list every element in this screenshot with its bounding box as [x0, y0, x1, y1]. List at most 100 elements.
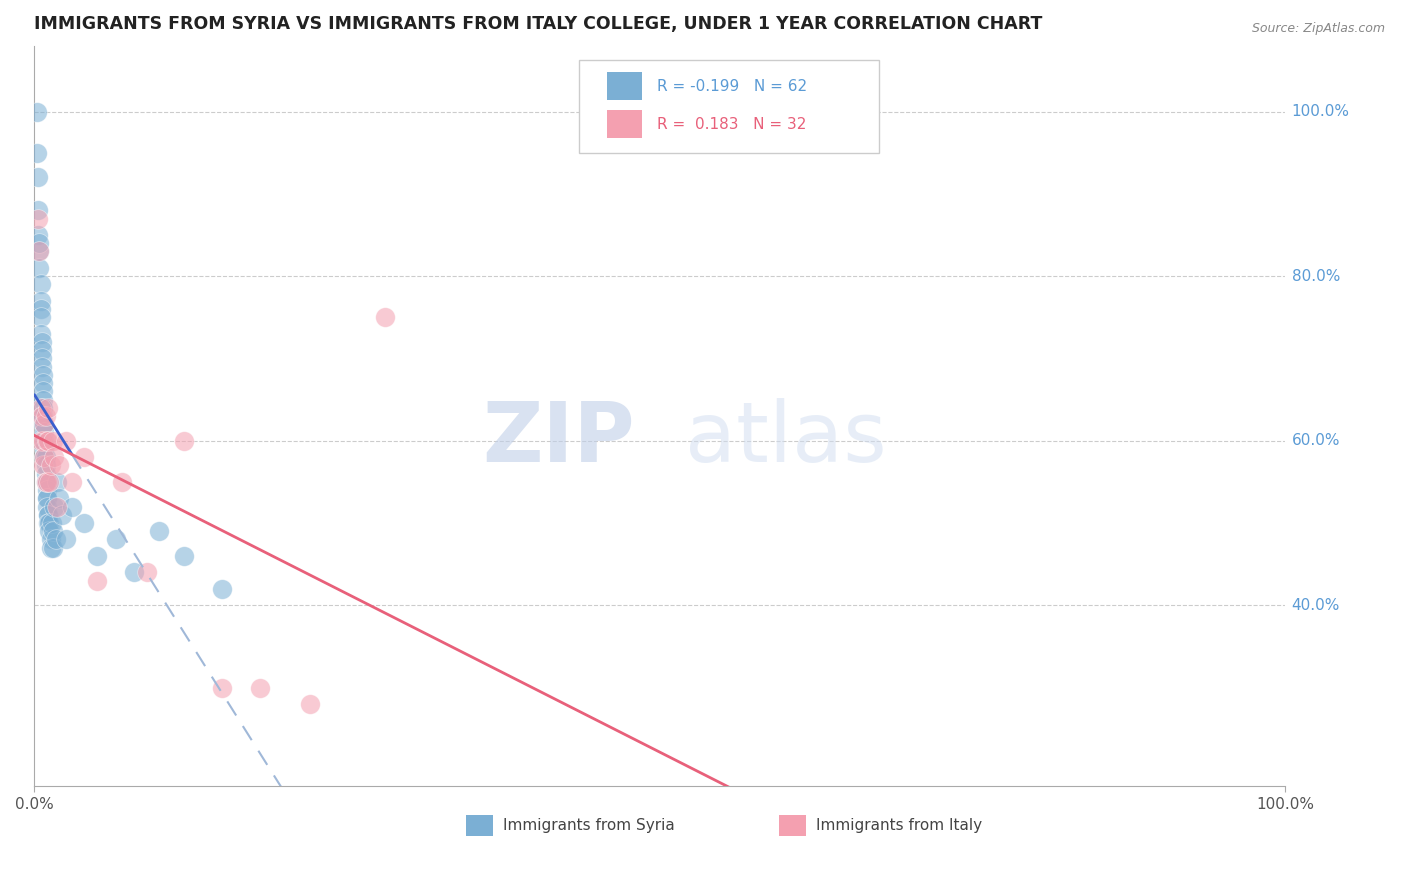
Point	[32, 401, 55, 415]
Point	[30, 434, 52, 448]
Point	[34, 475, 56, 489]
Point	[45, 533, 67, 547]
Point	[31, 343, 53, 358]
FancyBboxPatch shape	[779, 815, 806, 836]
Point	[44, 450, 66, 465]
Point	[35, 500, 58, 514]
FancyBboxPatch shape	[607, 71, 643, 100]
Point	[148, 524, 170, 539]
Point	[34, 425, 56, 440]
Point	[28, 244, 51, 259]
Point	[30, 401, 52, 415]
Point	[28, 260, 51, 275]
Point	[173, 549, 195, 563]
Point	[31, 334, 53, 349]
Point	[30, 301, 52, 316]
Point	[34, 467, 56, 481]
Point	[37, 516, 59, 530]
Point	[37, 434, 59, 448]
Point	[34, 450, 56, 465]
Point	[374, 310, 396, 325]
Point	[45, 500, 67, 514]
Point	[211, 681, 233, 695]
Point	[86, 574, 108, 588]
Point	[38, 475, 60, 489]
Text: Immigrants from Italy: Immigrants from Italy	[817, 818, 983, 833]
Point	[34, 409, 56, 423]
Point	[35, 491, 58, 506]
Point	[35, 475, 58, 489]
Point	[39, 533, 62, 547]
Text: ZIP: ZIP	[482, 398, 636, 479]
Point	[55, 533, 77, 547]
Text: atlas: atlas	[685, 398, 887, 479]
Point	[42, 524, 65, 539]
FancyBboxPatch shape	[607, 110, 643, 138]
Point	[32, 417, 55, 432]
Point	[35, 491, 58, 506]
Point	[34, 450, 56, 465]
Point	[86, 549, 108, 563]
Point	[45, 475, 67, 489]
Point	[60, 475, 83, 489]
Point	[111, 475, 134, 489]
Point	[35, 434, 58, 448]
Point	[31, 351, 53, 366]
Point	[249, 681, 271, 695]
Point	[42, 541, 65, 555]
Point	[39, 541, 62, 555]
Point	[38, 516, 60, 530]
FancyBboxPatch shape	[578, 61, 879, 153]
Point	[34, 442, 56, 456]
Point	[173, 434, 195, 448]
Text: IMMIGRANTS FROM SYRIA VS IMMIGRANTS FROM ITALY COLLEGE, UNDER 1 YEAR CORRELATION: IMMIGRANTS FROM SYRIA VS IMMIGRANTS FROM…	[34, 15, 1043, 33]
Point	[51, 508, 73, 522]
Point	[27, 203, 49, 218]
Text: R =  0.183   N = 32: R = 0.183 N = 32	[658, 118, 807, 132]
Point	[34, 475, 56, 489]
Point	[32, 368, 55, 382]
Point	[25, 104, 48, 119]
Point	[27, 170, 49, 185]
Point	[44, 500, 66, 514]
Point	[34, 417, 56, 432]
Point	[32, 458, 55, 473]
Point	[124, 566, 146, 580]
Point	[25, 145, 48, 160]
Point	[30, 293, 52, 308]
Point	[211, 582, 233, 596]
Point	[37, 508, 59, 522]
Point	[104, 533, 127, 547]
Point	[28, 236, 51, 251]
Point	[30, 310, 52, 325]
Point	[35, 475, 58, 489]
Point	[34, 458, 56, 473]
Point	[37, 401, 59, 415]
Point	[48, 491, 70, 506]
Point	[37, 508, 59, 522]
Point	[73, 516, 96, 530]
Point	[28, 244, 51, 259]
Point	[39, 458, 62, 473]
Point	[31, 409, 53, 423]
Point	[32, 384, 55, 399]
Text: Immigrants from Syria: Immigrants from Syria	[503, 818, 675, 833]
Point	[27, 227, 49, 242]
Point	[34, 434, 56, 448]
Text: 80.0%: 80.0%	[1292, 268, 1340, 284]
FancyBboxPatch shape	[465, 815, 494, 836]
Point	[32, 392, 55, 407]
Point	[31, 359, 53, 374]
Point	[32, 434, 55, 448]
Point	[298, 697, 321, 711]
Text: Source: ZipAtlas.com: Source: ZipAtlas.com	[1251, 22, 1385, 36]
Point	[32, 409, 55, 423]
Text: 40.0%: 40.0%	[1292, 598, 1340, 613]
Point	[32, 376, 55, 390]
Point	[34, 450, 56, 465]
Point	[55, 434, 77, 448]
Point	[60, 500, 83, 514]
Point	[27, 211, 49, 226]
Point	[73, 450, 96, 465]
Point	[48, 458, 70, 473]
